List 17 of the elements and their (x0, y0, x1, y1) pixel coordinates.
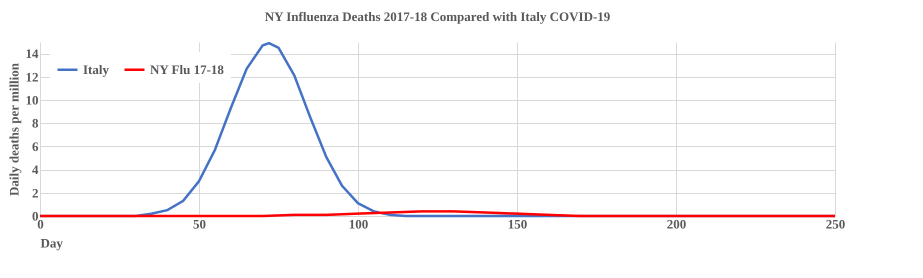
y-tick-label: 8 (32, 116, 39, 131)
legend-label: Italy (83, 62, 110, 77)
x-tick-label: 200 (666, 216, 686, 232)
y-tick-label: 14 (26, 46, 39, 62)
x-tick-label: 250 (826, 216, 846, 232)
y-tick-label: 2 (32, 185, 38, 200)
y-tick-label: 4 (32, 162, 39, 178)
legend-label: NY Flu 17-18 (150, 62, 224, 77)
x-tick-label: 100 (348, 216, 368, 232)
x-tick-label: 150 (508, 216, 528, 232)
y-tick-label: 12 (26, 69, 38, 84)
x-axis-title: Day (40, 236, 64, 250)
y-axis-title: Daily deaths per million (6, 62, 22, 196)
y-tick-label: 10 (26, 92, 38, 108)
x-tick-label: 50 (193, 216, 206, 232)
y-tick-label: 6 (32, 138, 39, 154)
chart-title: NY Influenza Deaths 2017-18 Compared with Italy COVID-19 (264, 8, 611, 24)
